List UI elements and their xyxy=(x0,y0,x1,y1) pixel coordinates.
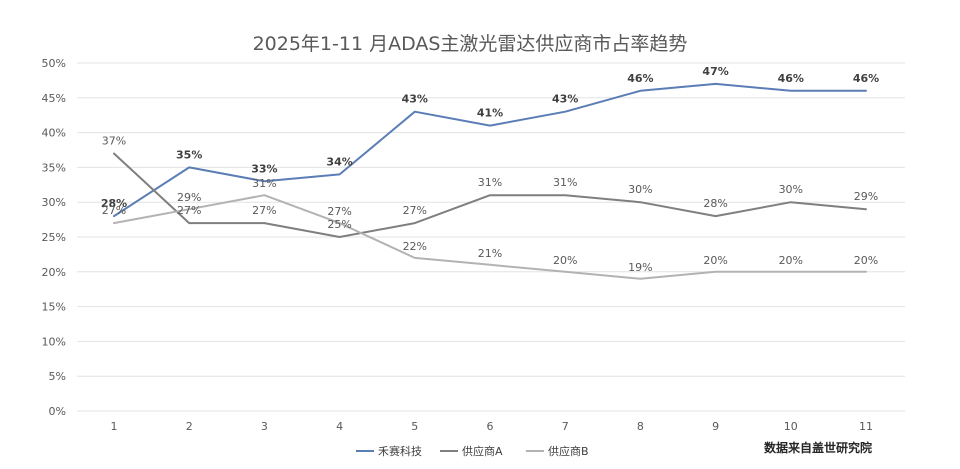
data-label: 35% xyxy=(176,148,202,161)
x-tick-label: 6 xyxy=(487,420,494,433)
data-label: 41% xyxy=(477,107,503,120)
data-label: 33% xyxy=(251,162,277,175)
data-label: 20% xyxy=(553,254,577,267)
data-label: 43% xyxy=(402,93,428,106)
x-tick-label: 2 xyxy=(186,420,193,433)
source-note: 数据来自盖世研究院 xyxy=(764,440,872,455)
y-tick-label: 50% xyxy=(42,57,66,70)
data-label: 47% xyxy=(702,65,728,78)
y-tick-label: 35% xyxy=(42,161,66,174)
legend-label: 供应商B xyxy=(548,444,589,458)
x-tick-label: 1 xyxy=(111,420,118,433)
data-labels: 28%35%33%34%43%41%43%46%47%46% 46%37%27% 2… xyxy=(101,65,879,274)
data-label: 25% xyxy=(327,218,351,231)
data-label: 28% xyxy=(101,197,127,210)
data-label: 27% xyxy=(327,205,351,218)
legend-label: 供应商A xyxy=(462,444,503,458)
x-tick-label: 4 xyxy=(336,420,343,433)
data-label: 21% xyxy=(478,247,502,260)
data-label: 27% xyxy=(252,204,276,217)
data-label: 30% xyxy=(779,183,803,196)
data-label: 31% xyxy=(252,177,276,190)
data-label: 20% xyxy=(703,254,727,267)
x-tick-label: 10 xyxy=(784,420,798,433)
legend-label: 禾赛科技 xyxy=(378,444,422,458)
data-label: 43% xyxy=(552,93,578,106)
data-label: 37% xyxy=(102,134,126,147)
data-label: 31% xyxy=(553,176,577,189)
data-label: 46% xyxy=(853,72,879,85)
data-label: 29% xyxy=(177,191,201,204)
data-label: 22% xyxy=(403,240,427,253)
y-tick-label: 20% xyxy=(42,266,66,279)
series-line-3 xyxy=(113,194,867,280)
y-tick-label: 25% xyxy=(42,231,66,244)
y-tick-label: 15% xyxy=(42,301,66,314)
data-label: 46% xyxy=(627,72,653,85)
y-tick-label: 30% xyxy=(42,196,66,209)
series-lines xyxy=(113,82,867,280)
chart-title: 2025年1-11 月ADAS主激光雷达供应商市占率趋势 xyxy=(253,33,688,55)
data-label: 20% xyxy=(779,254,803,267)
x-tick-label: 7 xyxy=(562,420,569,433)
x-tick-label: 5 xyxy=(411,420,418,433)
x-axis-ticks: 1 2 3 4 5 6 7 8 9 10 11 xyxy=(111,420,874,433)
data-label: 27% xyxy=(102,204,126,217)
y-tick-label: 10% xyxy=(42,335,66,348)
grid xyxy=(77,62,905,412)
y-tick-label: 40% xyxy=(42,127,66,140)
data-label: 46% xyxy=(778,72,804,85)
data-label: 20% xyxy=(854,254,878,267)
data-label: 30% xyxy=(628,183,652,196)
x-tick-label: 8 xyxy=(637,420,644,433)
data-label: 29% xyxy=(854,190,878,203)
legend: 禾赛科技 供应商A 供应商B xyxy=(356,444,589,458)
y-axis-ticks: 0% 5% 10% 15% 20% 25% 30% 35% 40% 45% 50% xyxy=(42,57,66,418)
series-line-2 xyxy=(113,152,867,238)
data-label: 28% xyxy=(703,197,727,210)
x-tick-label: 9 xyxy=(712,420,719,433)
y-tick-label: 45% xyxy=(42,92,66,105)
x-tick-label: 3 xyxy=(261,420,268,433)
data-label: 27% xyxy=(403,204,427,217)
data-label: 31% xyxy=(478,176,502,189)
data-label: 34% xyxy=(326,155,352,168)
data-label: 27% xyxy=(177,204,201,217)
y-tick-label: 5% xyxy=(49,370,66,383)
series-line-1 xyxy=(113,82,867,218)
data-label: 19% xyxy=(628,261,652,274)
x-tick-label: 11 xyxy=(859,420,873,433)
y-tick-label: 0% xyxy=(49,405,66,418)
